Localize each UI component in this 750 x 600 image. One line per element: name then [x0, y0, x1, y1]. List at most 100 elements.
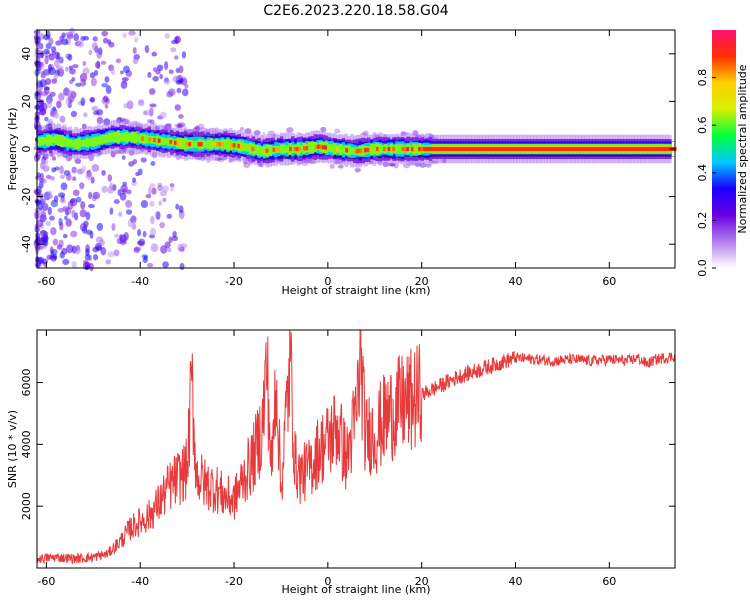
x-tick-label: -20 — [225, 575, 243, 588]
heatmap-cell — [516, 146, 520, 152]
heatmap-cell — [100, 60, 107, 65]
heatmap-cell — [113, 199, 120, 205]
heatmap-cell — [429, 146, 433, 152]
heatmap-cell — [71, 166, 77, 174]
heatmap-cell — [443, 146, 447, 152]
heatmap-cell — [60, 182, 68, 191]
heatmap-cell — [88, 138, 92, 147]
y-tick-label: 4000 — [20, 430, 33, 458]
heatmap-cell — [125, 199, 133, 208]
heatmap-cell — [366, 147, 370, 153]
x-tick-label: 20 — [415, 575, 429, 588]
heatmap-cell — [354, 168, 360, 172]
heatmap-cell — [120, 184, 128, 193]
heatmap-cell — [464, 146, 468, 152]
heatmap-cell — [34, 91, 42, 101]
heatmap-cell — [79, 182, 85, 190]
heatmap-cell — [150, 160, 156, 166]
heatmap-cell — [502, 146, 506, 152]
heatmap-cell — [149, 103, 157, 108]
heatmap-cell — [45, 30, 51, 39]
heatmap-cell — [174, 104, 181, 111]
heatmap-cell — [197, 142, 201, 147]
heatmap-cell — [410, 146, 414, 152]
heatmap-cell — [314, 144, 318, 150]
heatmap-cell — [226, 138, 230, 151]
heatmap-cell — [52, 238, 59, 246]
heatmap-cell — [178, 141, 182, 146]
heatmap-cell — [488, 146, 492, 152]
heatmap-cell — [148, 186, 152, 196]
heatmap-cell — [558, 146, 562, 152]
heatmap-cell — [131, 180, 137, 187]
heatmap-cell — [299, 144, 303, 153]
heatmap-cell — [40, 70, 45, 76]
heatmap-cell — [174, 55, 179, 60]
heatmap-cell — [137, 100, 145, 107]
heatmap-cell — [600, 146, 604, 152]
heatmap-cell — [446, 146, 449, 152]
heatmap-cell — [167, 247, 172, 253]
heatmap-cell — [338, 143, 343, 156]
heatmap-cell — [155, 211, 161, 220]
heatmap-cell — [504, 146, 508, 152]
heatmap-cell — [33, 188, 42, 196]
heatmap-cell — [406, 146, 410, 152]
heatmap-cell — [177, 243, 184, 252]
heatmap-cell — [39, 79, 47, 88]
spectrogram-x-axis: -60 -40 -20 0 20 40 60 — [37, 30, 616, 288]
heatmap-cell — [462, 146, 466, 152]
heatmap-cell — [460, 146, 464, 152]
snr-plot-area — [37, 330, 675, 568]
heatmap-cell — [253, 130, 261, 136]
heatmap-cell — [90, 176, 95, 184]
heatmap-cell — [471, 146, 475, 152]
heatmap-cell — [53, 113, 60, 119]
heatmap-cell — [293, 146, 297, 152]
heatmap-cell — [243, 142, 247, 152]
heatmap-cell — [58, 207, 64, 213]
heatmap-cell — [177, 123, 184, 129]
heatmap-cell — [166, 213, 173, 219]
heatmap-cell — [216, 142, 220, 147]
heatmap-cell — [57, 134, 61, 146]
y-tick-label: 40 — [20, 47, 33, 61]
heatmap-cell — [162, 261, 169, 268]
heatmap-cell — [596, 146, 600, 152]
heatmap-cell — [47, 190, 52, 198]
colorbar-label: Normalized spectral amplitude — [736, 64, 749, 233]
heatmap-cell — [75, 82, 82, 87]
heatmap-cell — [254, 145, 258, 155]
heatmap-cell — [46, 99, 53, 109]
heatmap-cell — [610, 146, 614, 152]
colorbar-tick-label: 0.6 — [696, 116, 709, 134]
heatmap-cell — [59, 165, 64, 175]
heatmap-cell — [327, 144, 332, 152]
heatmap-cell — [441, 146, 445, 152]
heatmap-cell — [586, 146, 590, 152]
heatmap-cell — [133, 246, 140, 253]
heatmap-cell — [139, 133, 143, 144]
heatmap-cell — [395, 144, 399, 154]
heatmap-cell — [268, 144, 272, 157]
heatmap-cell — [664, 146, 668, 152]
x-tick-label: -40 — [131, 575, 149, 588]
heatmap-cell — [149, 200, 155, 207]
heatmap-cell — [239, 144, 243, 149]
heatmap-cell — [47, 64, 52, 72]
y-tick-label: -40 — [20, 235, 33, 253]
heatmap-cell — [105, 85, 112, 95]
figure-title: C2E6.2023.220.18.58.G04 — [263, 3, 448, 19]
heatmap-cell — [62, 233, 68, 239]
heatmap-cell — [579, 146, 583, 152]
heatmap-cell — [364, 148, 367, 153]
snr-panel: -60 -40 -20 0 20 40 60 2000 4000 6000 Height of … — [6, 329, 676, 596]
heatmap-cell — [49, 134, 53, 146]
heatmap-cell — [109, 181, 114, 191]
heatmap-cell — [589, 146, 593, 152]
heatmap-cell — [92, 195, 97, 202]
heatmap-cell — [528, 146, 532, 152]
heatmap-cell — [146, 119, 152, 124]
heatmap-cell — [593, 146, 597, 152]
heatmap-cell — [79, 72, 88, 82]
